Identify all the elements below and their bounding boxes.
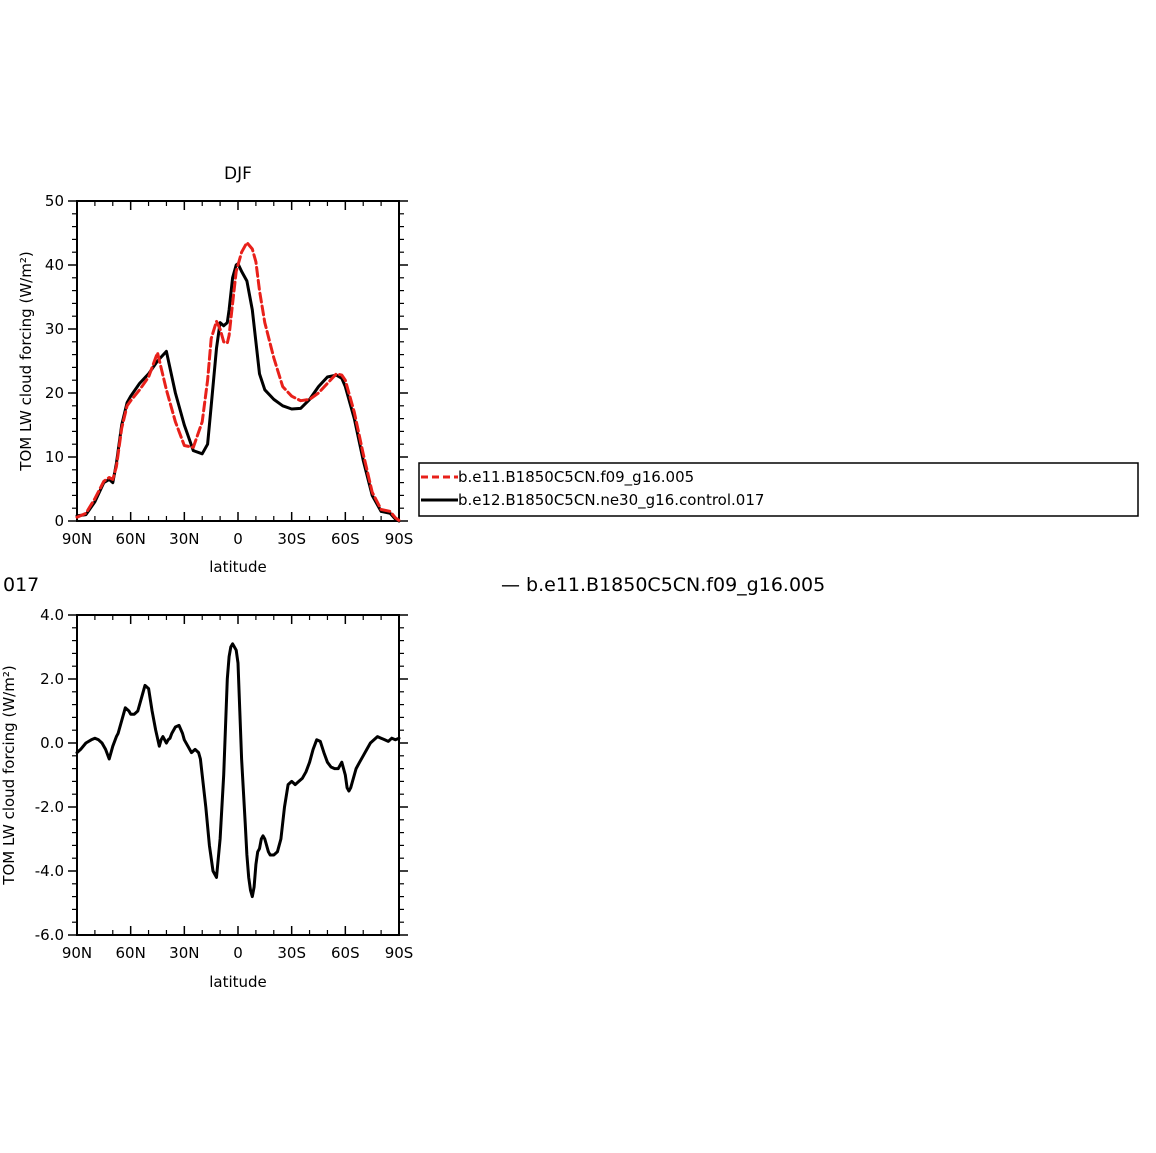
top-y-tick-label: 30 <box>45 320 64 338</box>
top-x-tick-label: 60S <box>331 530 360 548</box>
bottom-y-axis-label: TOM LW cloud forcing (W/m²) <box>0 665 18 885</box>
top-y-tick-label: 10 <box>45 448 64 466</box>
bottom-x-tick-label: 90S <box>385 944 414 962</box>
top-chart-title: DJF <box>224 164 252 184</box>
top-x-tick-label: 90S <box>385 530 414 548</box>
bottom-ylabel-mask-top <box>0 600 22 662</box>
bottom-x-axis-label: latitude <box>209 973 267 991</box>
cut-title-right: — b.e11.B1850C5CN.f09_g16.005 <box>501 574 825 596</box>
bottom-series-group <box>75 642 401 899</box>
bottom-y-tick-label: 2.0 <box>40 670 64 688</box>
bottom-series-line-1 <box>75 642 401 899</box>
top-series-line-2 <box>75 262 401 523</box>
top-y-axis-label: TOM LW cloud forcing (W/m²) <box>17 251 35 471</box>
legend-label-series-2: b.e12.B1850C5CN.ne30_g16.control.017 <box>458 491 764 510</box>
top-y-tick-label: 20 <box>45 384 64 402</box>
legend-box <box>418 462 1139 517</box>
top-x-tick-label: 0 <box>233 530 243 548</box>
bottom-x-tick-label: 90N <box>62 944 92 962</box>
top-x-tick-label: 30S <box>277 530 306 548</box>
top-x-tick-label: 60N <box>116 530 146 548</box>
bottom-x-tick-label: 30N <box>169 944 199 962</box>
legend: b.e11.B1850C5CN.f09_g16.005 b.e12.B1850C… <box>418 462 1139 517</box>
bottom-chart: 90N 60N 30N 0 30S 60S 90S 4.0 2.0 0.0 -2.0 -4.0 -6.0… <box>0 606 413 991</box>
bottom-x-tick-label: 30S <box>277 944 306 962</box>
top-y-tick-label: 0 <box>54 512 64 530</box>
top-x-tick-label: 30N <box>169 530 199 548</box>
top-x-axis-label: latitude <box>209 558 267 576</box>
cut-title-left: 017 <box>3 574 39 596</box>
top-series-line-1 <box>75 241 401 522</box>
bottom-x-tick-label: 60N <box>116 944 146 962</box>
bottom-axis-ticks: 90N 60N 30N 0 30S 60S 90S 4.0 2.0 0.0 -2.0 -4.0 -6.0 <box>35 606 414 962</box>
legend-label-series-1: b.e11.B1850C5CN.f09_g16.005 <box>458 468 694 487</box>
top-x-tick-label: 90N <box>62 530 92 548</box>
top-series-group <box>75 241 401 523</box>
top-axis-ticks: 90N 60N 30N 0 30S 60S 90S 0 10 20 30 40 50 <box>45 192 413 548</box>
top-y-tick-label: 50 <box>45 192 64 210</box>
bottom-y-tick-label: 4.0 <box>40 606 64 624</box>
bottom-y-tick-label: -4.0 <box>35 862 64 880</box>
top-y-tick-label: 40 <box>45 256 64 274</box>
top-chart: DJF 90N 60N 30N 0 30S 60S 90S 0 10 20 30 40 50 latit… <box>17 164 413 576</box>
bottom-x-tick-label: 60S <box>331 944 360 962</box>
top-plot-frame <box>76 200 400 522</box>
bottom-y-tick-label: -2.0 <box>35 798 64 816</box>
bottom-x-tick-label: 0 <box>233 944 243 962</box>
bottom-y-tick-label: 0.0 <box>40 734 64 752</box>
bottom-y-tick-label: -6.0 <box>35 926 64 944</box>
